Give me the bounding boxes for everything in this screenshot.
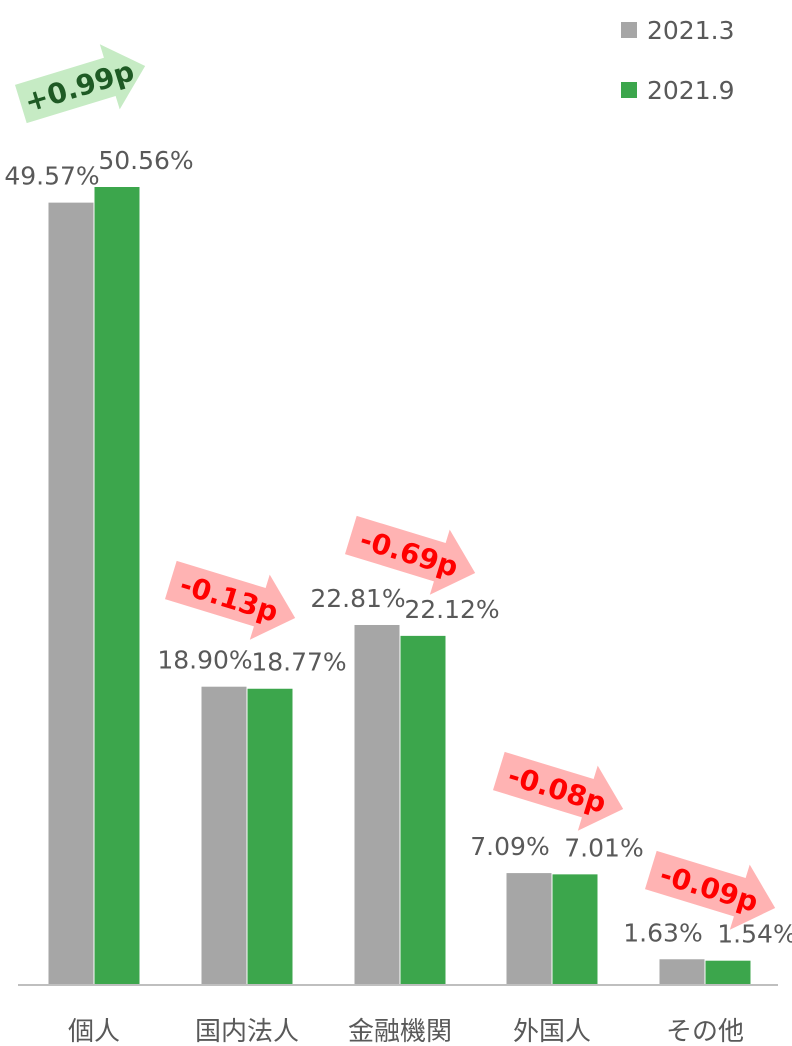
value-label-prev-0: 49.57% — [4, 162, 99, 191]
bar-prev-0 — [48, 202, 94, 986]
arrow-shape-1 — [164, 560, 296, 640]
value-label-prev-3: 7.09% — [470, 832, 549, 861]
bar-curr-3 — [552, 874, 598, 985]
value-label-curr-0: 50.56% — [98, 146, 193, 175]
bar-prev-3 — [506, 873, 552, 985]
category-labels: 個人 国内法人 金融機関 外国人 その他 — [68, 1017, 744, 1046]
change-arrow-3: -0.08p — [492, 751, 624, 831]
value-label-curr-4: 1.54% — [717, 920, 792, 949]
value-label-curr-2: 22.12% — [404, 595, 499, 624]
value-label-curr-1: 18.77% — [251, 648, 346, 677]
category-label-3: 外国人 — [513, 1017, 591, 1046]
bar-curr-1 — [247, 688, 293, 985]
bars — [48, 187, 751, 986]
arrow-shape-0 — [14, 44, 146, 124]
category-label-2: 金融機関 — [348, 1017, 452, 1046]
arrow-shape-4 — [644, 850, 776, 930]
bar-curr-0 — [94, 187, 140, 985]
category-label-0: 個人 — [68, 1017, 120, 1046]
category-label-4: その他 — [666, 1017, 744, 1046]
value-label-prev-2: 22.81% — [310, 584, 405, 613]
value-label-curr-3: 7.01% — [564, 833, 643, 862]
bar-prev-1 — [201, 686, 247, 985]
change-arrow-0: +0.99p — [14, 44, 146, 124]
bar-prev-2 — [354, 624, 400, 985]
change-arrow-1: -0.13p — [164, 560, 296, 640]
arrow-shape-3 — [492, 751, 624, 831]
legend-swatch-0 — [621, 22, 637, 38]
value-labels: 49.57%50.56% 18.90%18.77% 22.81%22.12% 7.09… — [4, 146, 792, 949]
bar-curr-2 — [400, 635, 446, 985]
legend-label-1: 2021.9 — [647, 76, 734, 105]
change-label-0: +0.99p — [21, 54, 138, 118]
value-label-prev-1: 18.90% — [157, 646, 252, 675]
legend: 2021.3 2021.9 — [621, 16, 734, 105]
bar-prev-4 — [659, 959, 705, 985]
arrow-shape-2 — [344, 515, 476, 595]
legend-label-0: 2021.3 — [647, 16, 734, 45]
legend-swatch-1 — [621, 82, 637, 98]
category-label-1: 国内法人 — [195, 1017, 299, 1046]
bar-curr-4 — [705, 960, 751, 985]
value-label-prev-4: 1.63% — [623, 918, 702, 947]
